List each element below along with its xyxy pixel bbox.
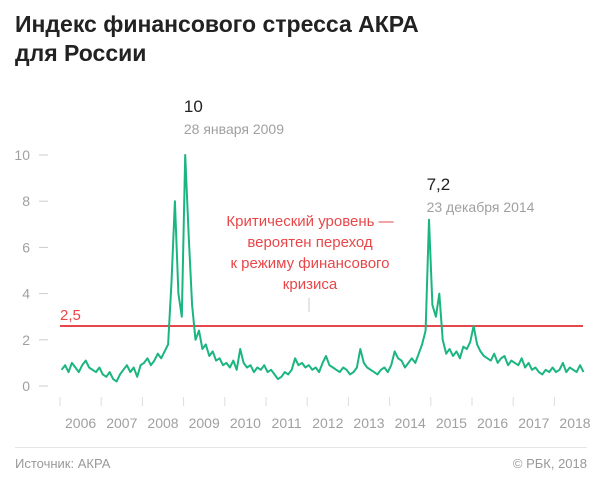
x-tick-label: 2017 <box>518 415 549 431</box>
x-tick-label: 2014 <box>395 415 426 431</box>
annotation-line: кризиса <box>283 276 338 293</box>
annotation-line: Критический уровень — <box>226 213 393 230</box>
annotation-line: вероятен переход <box>247 234 373 251</box>
copyright: © РБК, 2018 <box>512 456 587 471</box>
x-tick-label: 2009 <box>189 415 220 431</box>
y-tick-label: 2 <box>22 332 30 348</box>
x-axis: 2006 2007 2008 2009 2010 2011 2012 2013 2014 2015… <box>59 397 591 431</box>
critical-level-label: 2,5 <box>60 307 81 324</box>
title-line-2: для России <box>15 40 147 66</box>
y-tick-label: 0 <box>22 378 30 394</box>
y-tick-label: 6 <box>22 239 30 255</box>
y-tick-label: 4 <box>22 286 30 302</box>
y-axis: 0 2 4 6 8 10 <box>14 147 48 394</box>
critical-annotation: Критический уровень — вероятен переход к р… <box>226 213 393 293</box>
peak-value: 7,2 <box>427 175 451 194</box>
x-tick-label: 2012 <box>312 415 343 431</box>
x-tick-label: 2006 <box>65 415 96 431</box>
chart-title: Индекс финансового стресса АКРА для Росс… <box>15 10 419 68</box>
peak-date: 23 декабря 2014 <box>427 199 535 215</box>
x-tick-label: 2015 <box>436 415 467 431</box>
footer-divider <box>15 447 587 448</box>
x-tick-label: 2011 <box>272 415 302 431</box>
peak-value: 10 <box>184 97 203 116</box>
x-tick-label: 2018 <box>559 415 590 431</box>
peak-date: 28 января 2009 <box>184 121 284 137</box>
title-line-1: Индекс финансового стресса АКРА <box>15 11 419 37</box>
peak-labels: 10 28 января 2009 7,2 23 декабря 2014 <box>184 97 535 215</box>
x-tick-label: 2008 <box>147 415 178 431</box>
x-tick-label: 2016 <box>477 415 508 431</box>
x-tick-label: 2013 <box>353 415 384 431</box>
y-tick-label: 10 <box>14 147 30 163</box>
series-line <box>60 154 585 383</box>
y-tick-label: 8 <box>22 193 30 209</box>
x-tick-label: 2007 <box>106 415 137 431</box>
annotation-line: к режиму финансового <box>230 255 389 272</box>
source-note: Источник: АКРА <box>15 456 111 471</box>
x-tick-label: 2010 <box>230 415 261 431</box>
